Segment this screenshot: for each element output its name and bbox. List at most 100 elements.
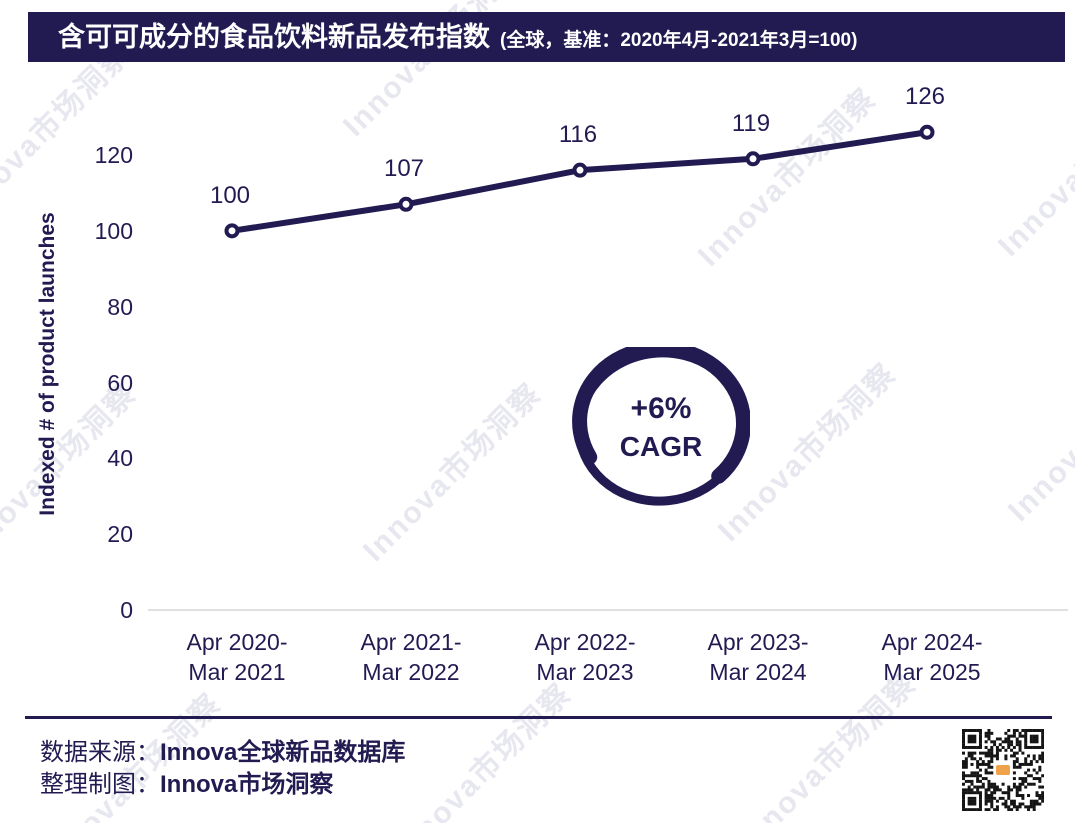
qr-module bbox=[1015, 805, 1019, 809]
qr-module bbox=[1041, 760, 1044, 764]
qr-module bbox=[1001, 791, 1005, 795]
qr-module bbox=[1027, 808, 1031, 811]
qr-module bbox=[973, 802, 977, 806]
qr-module bbox=[1029, 762, 1033, 766]
qr-module bbox=[967, 802, 971, 806]
qr-module bbox=[976, 791, 980, 795]
x-tick-label: Apr 2022- Mar 2023 bbox=[534, 629, 636, 685]
qr-module bbox=[984, 734, 988, 738]
qr-module bbox=[1010, 799, 1014, 803]
qr-module bbox=[1021, 796, 1025, 800]
qr-module bbox=[990, 796, 994, 800]
qr-module bbox=[1038, 777, 1042, 781]
qr-module bbox=[967, 734, 971, 738]
qr-module bbox=[1038, 794, 1042, 798]
qr-module bbox=[964, 760, 968, 764]
qr-module bbox=[993, 785, 997, 789]
qr-module bbox=[973, 808, 977, 811]
qr-module bbox=[987, 748, 991, 752]
qr-module bbox=[1029, 737, 1033, 741]
qr-module bbox=[1021, 779, 1025, 783]
qr-module bbox=[973, 745, 977, 749]
qr-module bbox=[1038, 765, 1042, 769]
qr-module bbox=[978, 751, 982, 755]
x-tick-label: Apr 2021- Mar 2022 bbox=[360, 629, 462, 685]
qr-module bbox=[1018, 794, 1022, 798]
qr-module bbox=[1035, 802, 1039, 806]
qr-module bbox=[962, 788, 965, 792]
cagr-annotation: +6% CAGR bbox=[572, 347, 750, 509]
qr-module bbox=[990, 805, 994, 809]
qr-module bbox=[981, 785, 985, 789]
qr-module bbox=[990, 771, 994, 775]
qr-module bbox=[1029, 805, 1033, 809]
qr-module bbox=[962, 799, 965, 803]
data-point-marker bbox=[745, 151, 761, 167]
qr-module bbox=[1035, 737, 1039, 741]
qr-module bbox=[1018, 805, 1022, 809]
qr-module bbox=[962, 762, 965, 766]
data-point-value: 126 bbox=[904, 83, 946, 111]
qr-module bbox=[1018, 785, 1022, 789]
qr-module bbox=[984, 808, 988, 811]
qr-module bbox=[1012, 751, 1016, 755]
qr-module bbox=[970, 737, 974, 741]
qr-module bbox=[1001, 745, 1005, 749]
qr-module bbox=[984, 754, 988, 758]
qr-module bbox=[1004, 740, 1008, 744]
qr-module bbox=[967, 740, 971, 744]
qr-module bbox=[1021, 802, 1025, 806]
qr-module bbox=[967, 751, 971, 755]
qr-module bbox=[1032, 805, 1036, 809]
qr-module bbox=[990, 765, 994, 769]
qr-module bbox=[976, 774, 980, 778]
qr-module bbox=[1027, 768, 1031, 772]
qr-module bbox=[990, 794, 994, 798]
qr-module bbox=[1038, 757, 1042, 761]
qr-module bbox=[987, 785, 991, 789]
qr-module bbox=[1007, 785, 1011, 789]
qr-module bbox=[1001, 782, 1005, 786]
qr-module bbox=[1021, 734, 1025, 738]
qr-module bbox=[990, 785, 994, 789]
qr-module bbox=[1024, 760, 1028, 764]
qr-module bbox=[1007, 740, 1011, 744]
qr-module bbox=[1007, 788, 1011, 792]
qr-module bbox=[978, 774, 982, 778]
qr-module bbox=[962, 774, 965, 778]
qr-module bbox=[984, 762, 988, 766]
qr-module bbox=[1041, 794, 1044, 798]
qr-module bbox=[990, 760, 994, 764]
qr-module bbox=[1029, 774, 1033, 778]
qr-module bbox=[1038, 754, 1042, 758]
qr-module bbox=[978, 745, 982, 749]
qr-module bbox=[970, 802, 974, 806]
qr-module bbox=[984, 788, 988, 792]
qr-module bbox=[990, 799, 994, 803]
qr-module bbox=[1018, 743, 1022, 747]
qr-module bbox=[1004, 805, 1008, 809]
qr-module bbox=[990, 782, 994, 786]
qr-module bbox=[1041, 743, 1044, 747]
qr-module bbox=[976, 779, 980, 783]
qr-module bbox=[993, 788, 997, 792]
qr-module bbox=[1004, 799, 1008, 803]
brush-circle-icon bbox=[572, 347, 750, 506]
qr-module bbox=[998, 796, 1002, 800]
qr-module bbox=[1041, 785, 1044, 789]
qr-module bbox=[962, 760, 965, 764]
qr-module bbox=[990, 740, 994, 744]
qr-module bbox=[970, 779, 974, 783]
cagr-text: +6% CAGR bbox=[572, 347, 750, 509]
qr-module bbox=[962, 743, 965, 747]
qr-module bbox=[993, 740, 997, 744]
qr-module bbox=[1038, 745, 1042, 749]
qr-module bbox=[970, 788, 974, 792]
qr-module bbox=[1015, 765, 1019, 769]
qr-module bbox=[981, 777, 985, 781]
qr-module bbox=[964, 765, 968, 769]
qr-module bbox=[993, 791, 997, 795]
qr-module bbox=[962, 777, 965, 781]
qr-module bbox=[964, 729, 968, 732]
qr-module bbox=[993, 743, 997, 747]
